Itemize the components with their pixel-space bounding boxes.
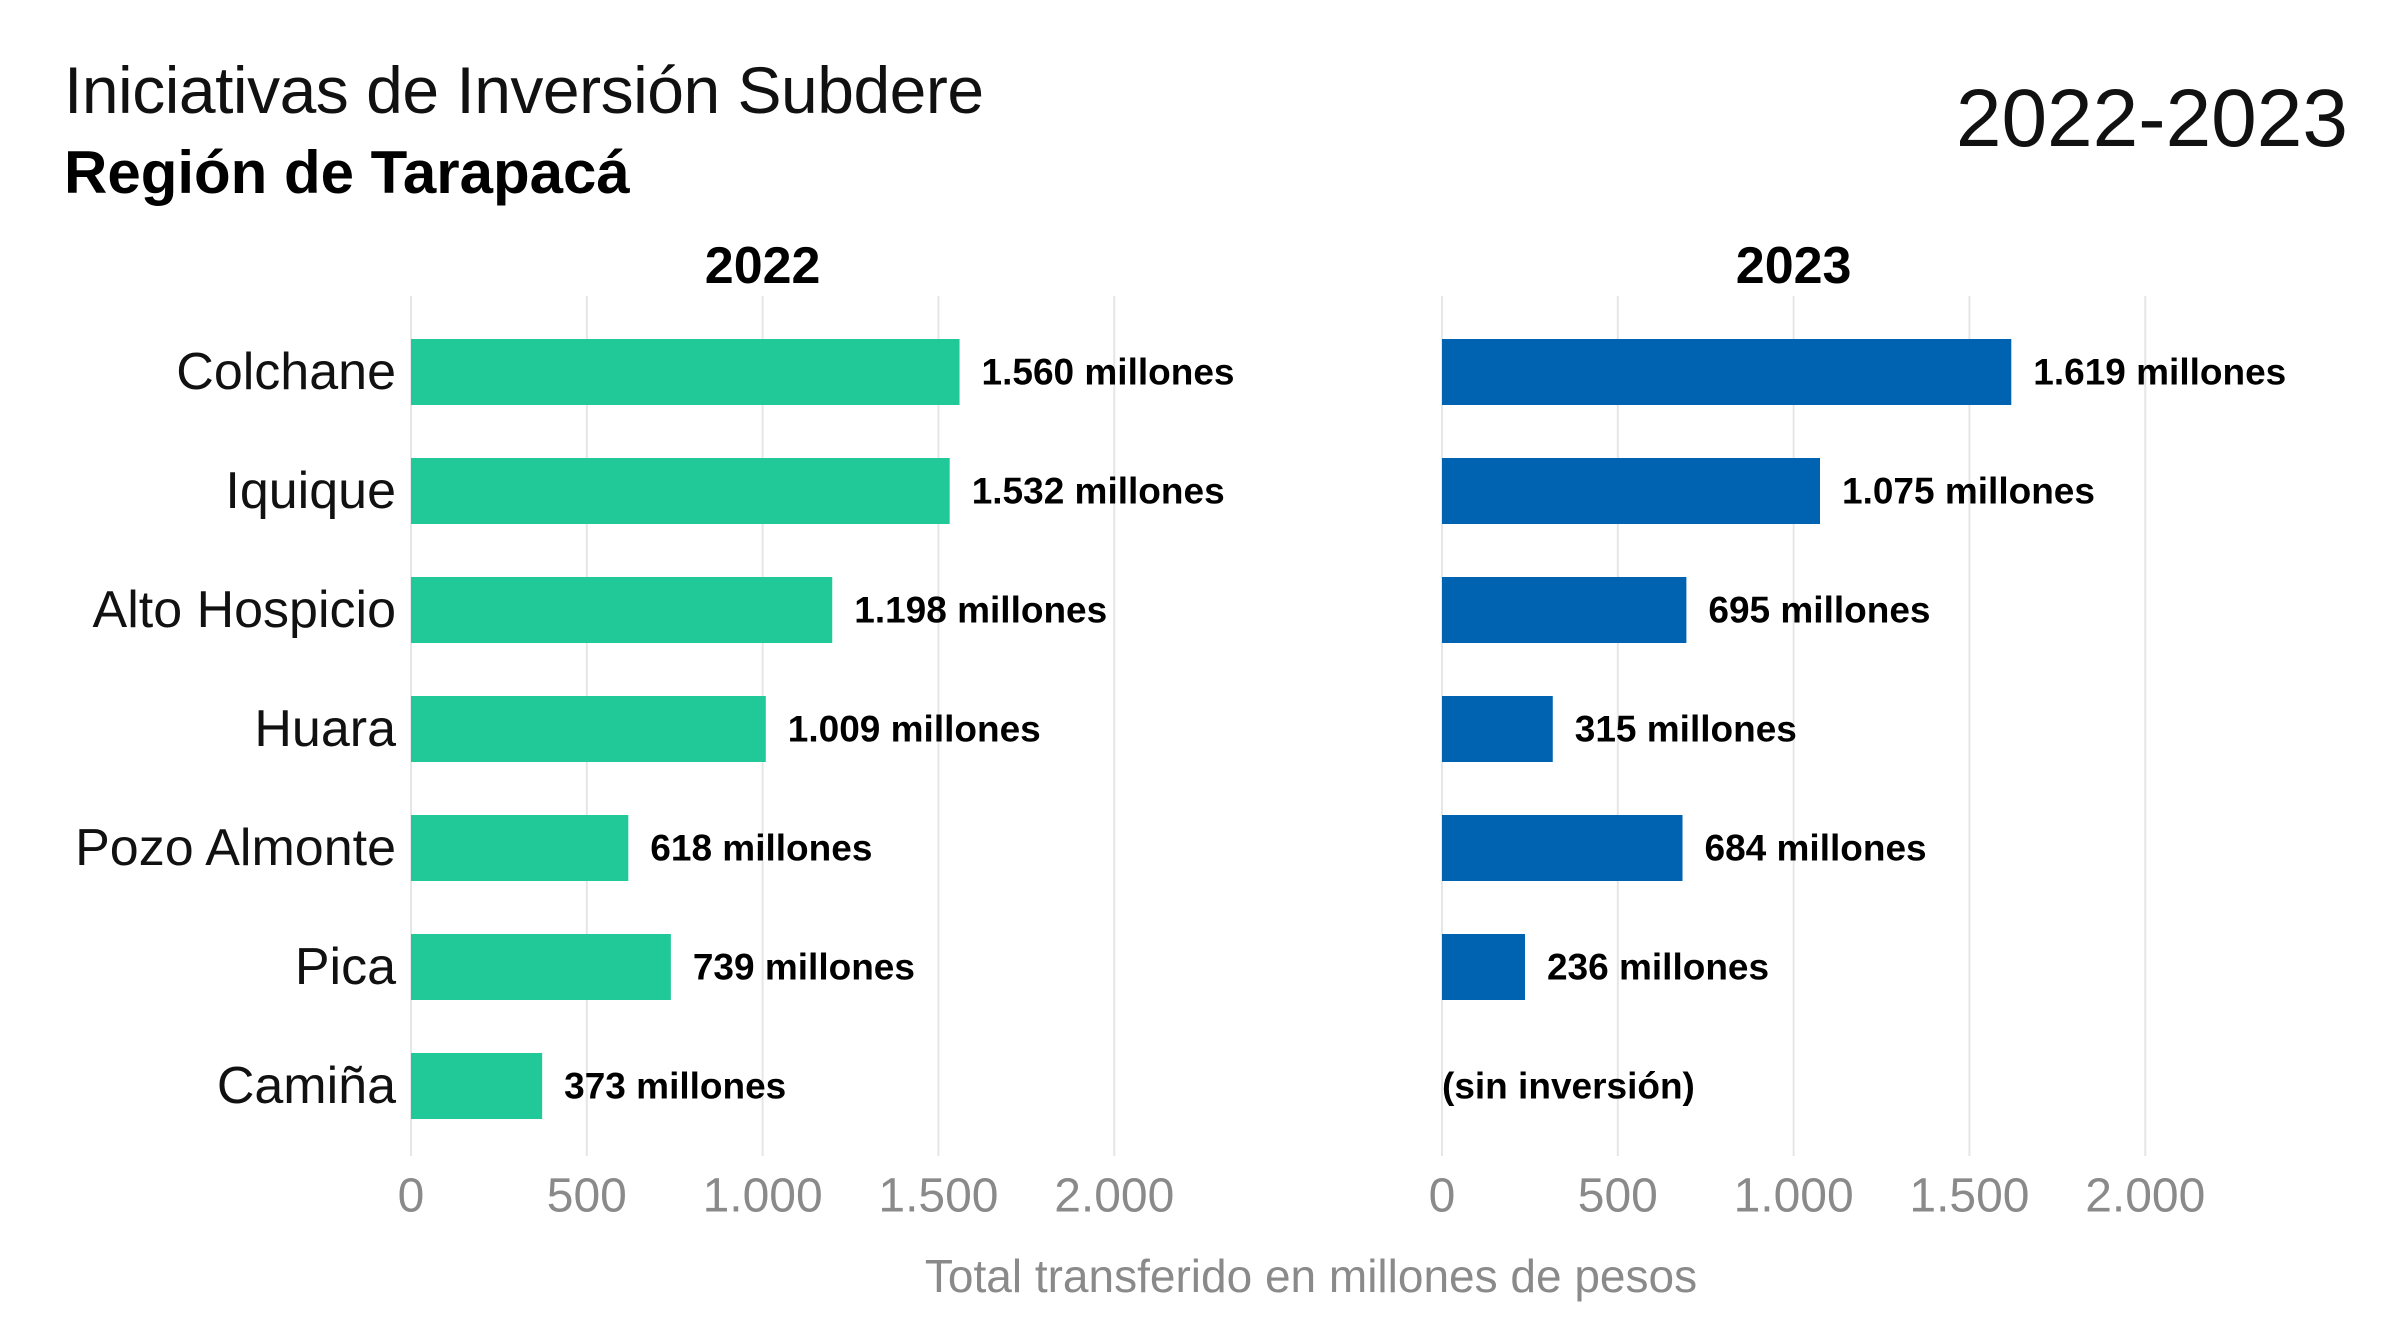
data-label: 1.198 millones — [854, 590, 1107, 631]
data-label: 739 millones — [693, 947, 915, 988]
data-label: 1.009 millones — [788, 709, 1041, 750]
x-tick-label: 1.500 — [878, 1170, 998, 1223]
bar — [1442, 458, 1820, 524]
bar — [411, 815, 629, 881]
category-label: Pozo Almonte — [75, 819, 396, 877]
x-tick-label: 0 — [1429, 1170, 1456, 1223]
x-tick-label: 1.000 — [703, 1170, 823, 1223]
x-tick-label: 500 — [547, 1170, 627, 1223]
bar — [1442, 815, 1683, 881]
bar — [411, 696, 766, 762]
chart-title: Iniciativas de Inversión Subdere — [64, 53, 984, 127]
bar — [1442, 577, 1687, 643]
panel-title: 2022 — [705, 237, 821, 295]
x-tick-label: 500 — [1578, 1170, 1658, 1223]
data-label: 1.075 millones — [1842, 471, 2095, 512]
bar — [1442, 934, 1525, 1000]
category-label: Colchane — [176, 343, 396, 401]
bar — [1442, 339, 2012, 405]
bar — [1442, 696, 1553, 762]
category-label: Pica — [295, 938, 396, 996]
category-label: Alto Hospicio — [93, 581, 396, 639]
data-label: 684 millones — [1705, 828, 1927, 869]
panel-title: 2023 — [1736, 237, 1852, 295]
bar — [411, 1053, 543, 1119]
x-tick-label: 0 — [398, 1170, 425, 1223]
data-label: 618 millones — [650, 828, 872, 869]
x-tick-label: 1.500 — [1909, 1170, 2029, 1223]
data-label: 373 millones — [564, 1066, 786, 1107]
data-label: 236 millones — [1547, 947, 1769, 988]
x-tick-label: 1.000 — [1734, 1170, 1854, 1223]
data-label: 1.619 millones — [2033, 352, 2286, 393]
data-label: 315 millones — [1575, 709, 1797, 750]
x-tick-label: 2.000 — [1054, 1170, 1174, 1223]
bar — [411, 577, 833, 643]
year-range: 2022-2023 — [1955, 73, 2348, 164]
category-label: Camiña — [217, 1057, 396, 1115]
data-label: 1.532 millones — [972, 471, 1225, 512]
bar — [411, 458, 950, 524]
chart-subtitle: Región de Tarapacá — [64, 139, 630, 206]
data-label: 695 millones — [1708, 590, 1930, 631]
x-axis-label: Total transferido en millones de pesos — [925, 1250, 1697, 1302]
data-label: 1.560 millones — [982, 352, 1235, 393]
category-label: Huara — [254, 700, 396, 758]
category-label: Iquique — [225, 462, 396, 520]
data-label: (sin inversión) — [1442, 1066, 1695, 1107]
x-tick-label: 2.000 — [2085, 1170, 2205, 1223]
bar — [411, 934, 671, 1000]
bar — [411, 339, 960, 405]
